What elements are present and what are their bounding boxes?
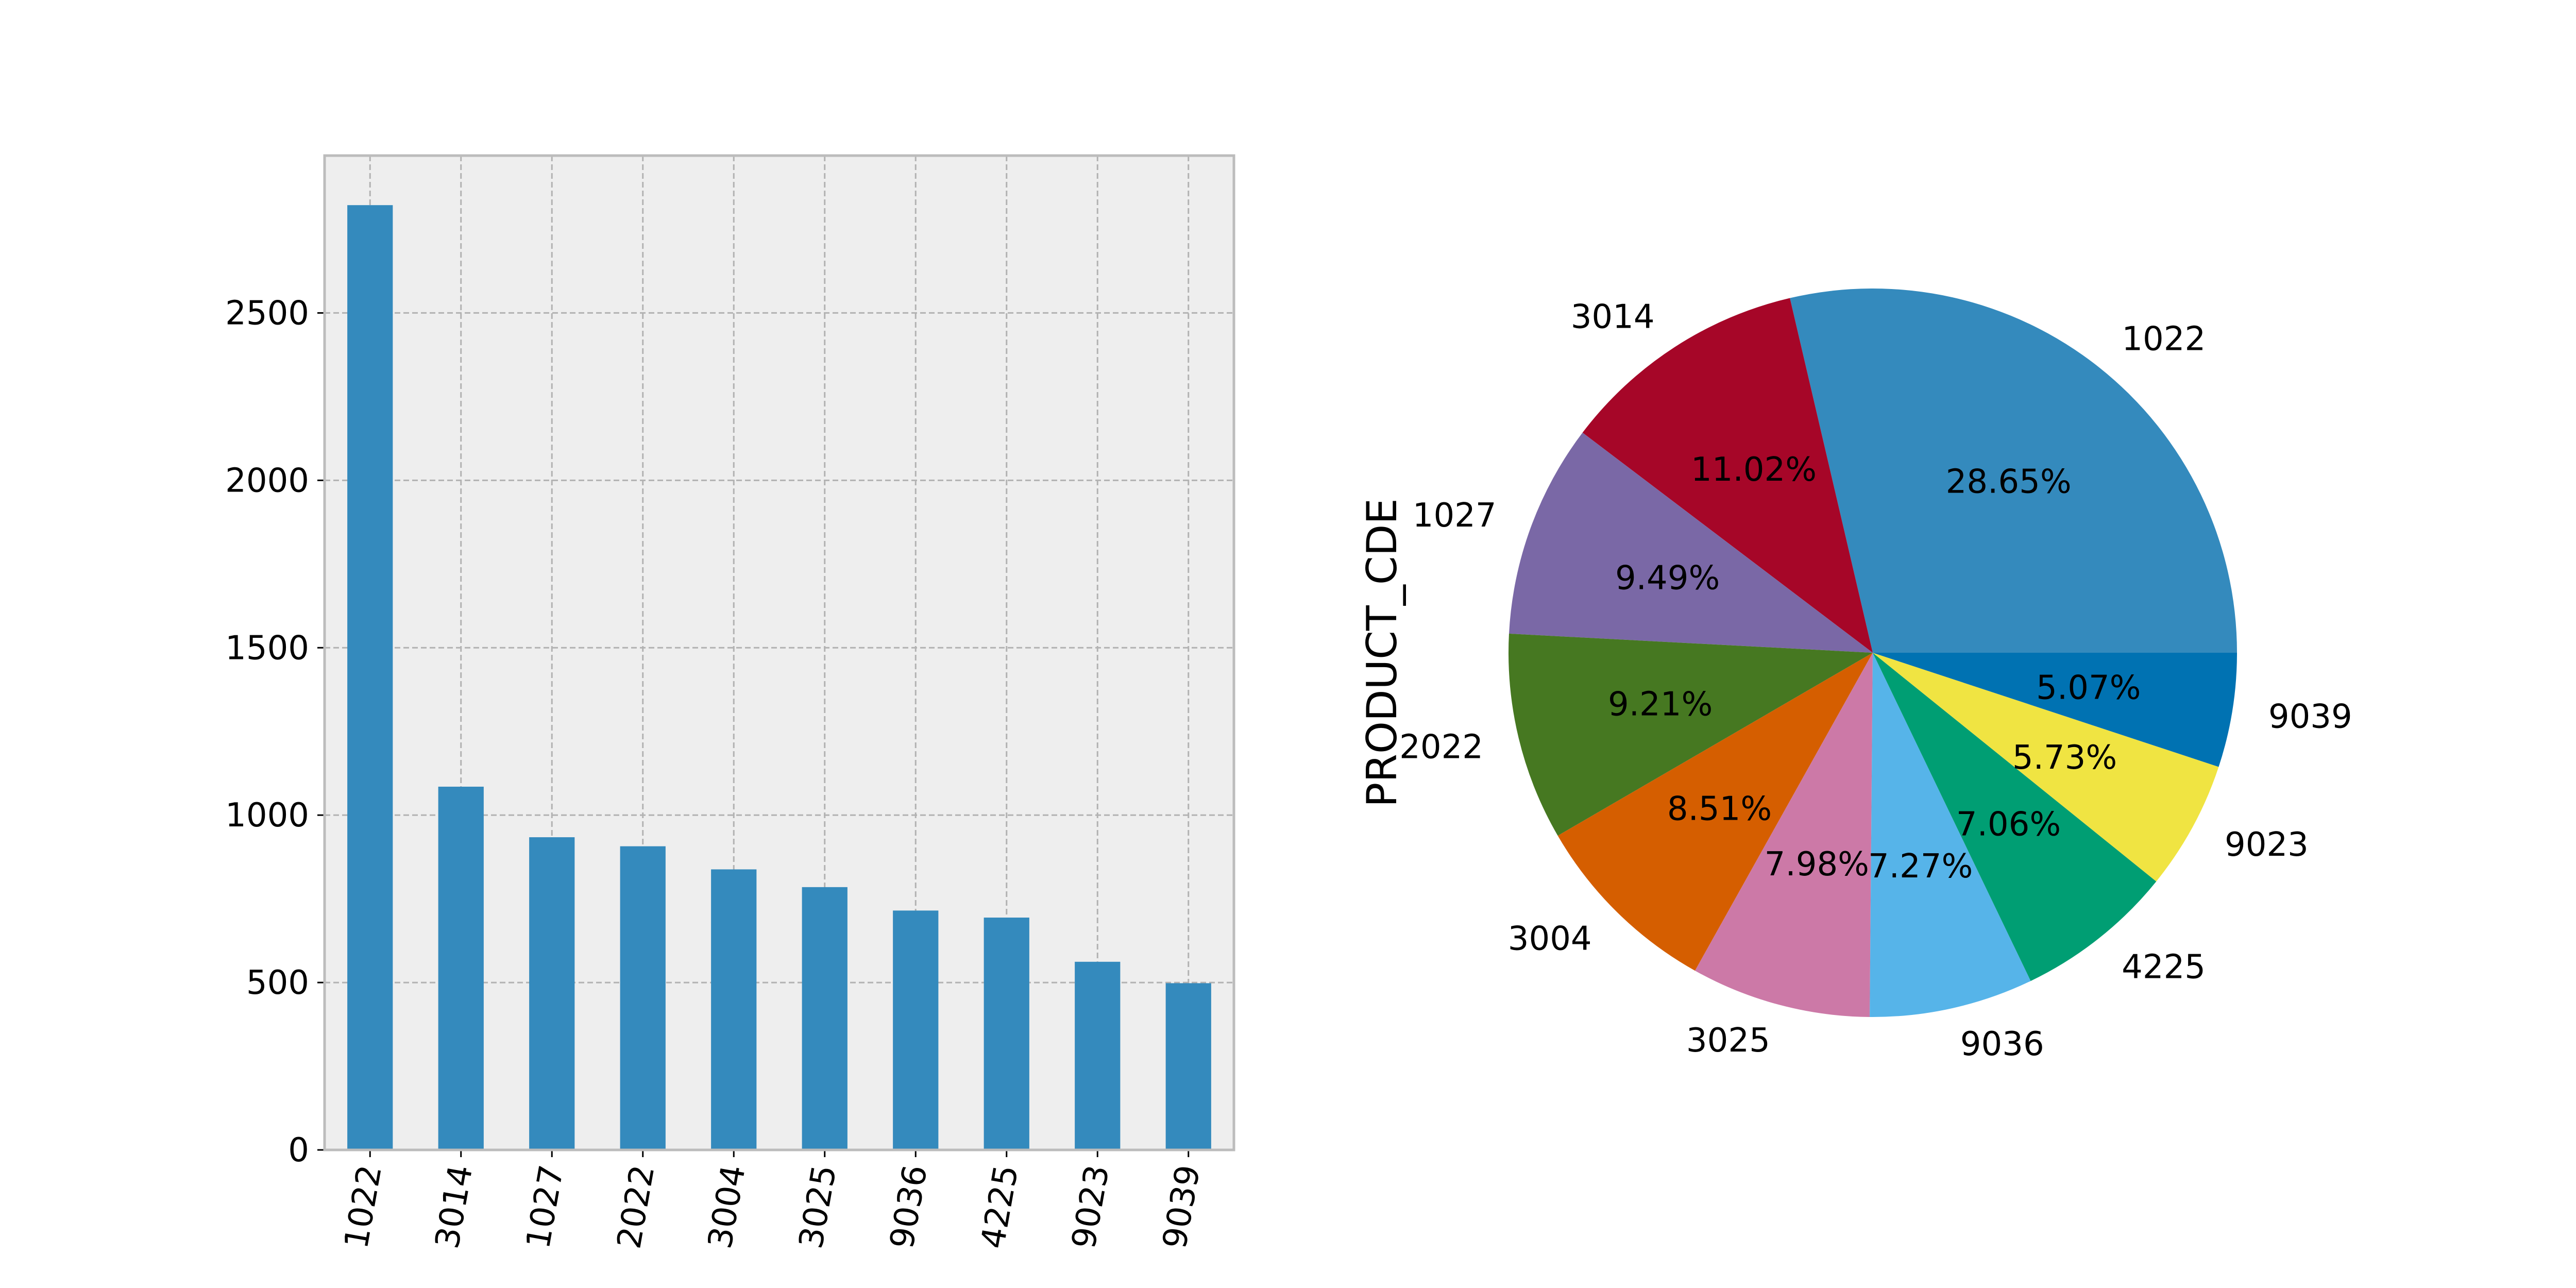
pie-slice-1027 [1509, 432, 1873, 653]
pie-percent-label: 9.49% [1615, 559, 1720, 597]
bar-x-tick-label: 3004 [701, 1162, 753, 1251]
pie-slice-9036 [1870, 653, 2031, 1017]
pie-category-label: 3004 [1508, 920, 1592, 958]
bar-3025 [802, 887, 848, 1150]
bar-y-tick-label: 1500 [225, 629, 309, 667]
pie-percent-label: 7.06% [1956, 805, 2061, 843]
bar-y-tick-label: 2000 [225, 462, 309, 500]
pie-y-axis-label: PRODUCT_CDE [1358, 498, 1406, 807]
pie-category-label: 9036 [1960, 1025, 2044, 1063]
pie-category-label: 3014 [1571, 298, 1655, 336]
bar-x-tick-label: 3025 [792, 1162, 844, 1251]
pie-percent-label: 5.07% [2036, 669, 2141, 707]
bar-9023 [1075, 961, 1121, 1150]
pie-slice-4225 [1873, 653, 2157, 981]
pie-percent-label: 8.51% [1667, 790, 1772, 828]
bar-x-axis-ticks: 1022 3014 1027 2022 3004 3025 9036 4225 9023 9039 [337, 1150, 1208, 1251]
bar-y-tick-label: 1000 [225, 796, 309, 835]
bar-x-tick-label: 4225 [974, 1162, 1026, 1251]
bar-1022 [347, 205, 393, 1150]
pie-category-label: 2022 [1399, 728, 1483, 767]
pie-category-labels: 1022 3014 1027 2022 3004 3025 9036 4225 9023 9039 [1399, 298, 2352, 1063]
bar-y-tick-label: 500 [246, 964, 309, 1002]
bar-x-tick-label: 9023 [1065, 1162, 1117, 1251]
pie-percent-label: 7.98% [1765, 845, 1869, 884]
pie-slice-9039 [1873, 653, 2237, 767]
pie-category-label: 1027 [1413, 497, 1497, 535]
bar-x-tick-label: 9036 [883, 1162, 935, 1251]
pie-slice-3025 [1694, 653, 1873, 1017]
bar-x-tick-label: 2022 [610, 1162, 662, 1251]
pie-percent-labels: 28.65% 11.02% 9.49% 9.21% 8.51% 7.98%7.27% 7.0… [1608, 451, 2141, 886]
bar-9036 [893, 910, 939, 1150]
pie-category-label: 9023 [2225, 826, 2309, 864]
bar-x-tick-label: 1027 [519, 1162, 571, 1251]
pie-category-label: 3025 [1686, 1022, 1770, 1060]
bar-1027 [529, 837, 575, 1150]
pie-slice-1022 [1790, 289, 2237, 653]
pie-slice-9023 [1873, 653, 2219, 882]
bar-y-tick-label: 0 [288, 1131, 309, 1170]
bar-chart: 0 500 1000 1500 2000 2500 1022 3014 1027 2022 300… [225, 154, 1235, 1251]
bar-x-tick-label: 9039 [1156, 1162, 1208, 1251]
pie-percent-label: 11.02% [1691, 451, 1817, 489]
bar-2022 [620, 846, 666, 1150]
pie-slice-2022 [1508, 633, 1873, 836]
bar-series [347, 205, 1211, 1150]
pie-category-label: 9039 [2268, 698, 2352, 736]
pie-slice-3004 [1557, 653, 1873, 971]
pie-slice-3014 [1582, 298, 1873, 653]
bar-y-tick-label: 2500 [225, 294, 309, 332]
pie-percent-label: 28.65% [1946, 463, 2072, 501]
bar-9039 [1165, 983, 1211, 1150]
bar-plot-frame [323, 154, 1235, 1151]
bar-y-axis-ticks: 0 500 1000 1500 2000 2500 [225, 294, 325, 1170]
bar-x-tick-label: 1022 [337, 1162, 389, 1251]
bar-4225 [984, 918, 1029, 1150]
pie-category-label: 4225 [2122, 948, 2206, 986]
pie-percent-label: 9.21% [1608, 686, 1713, 724]
pie-percent-label: 7.27% [1868, 848, 1973, 886]
bar-3014 [438, 786, 484, 1150]
pie-chart: 28.65% 11.02% 9.49% 9.21% 8.51% 7.98%7.27% 7.0… [1358, 289, 2352, 1063]
bar-3004 [711, 869, 757, 1150]
pie-percent-label: 5.73% [2012, 739, 2117, 777]
pie-slices [1508, 289, 2237, 1017]
bar-x-tick-label: 3014 [428, 1162, 480, 1251]
pie-category-label: 1022 [2122, 320, 2206, 359]
